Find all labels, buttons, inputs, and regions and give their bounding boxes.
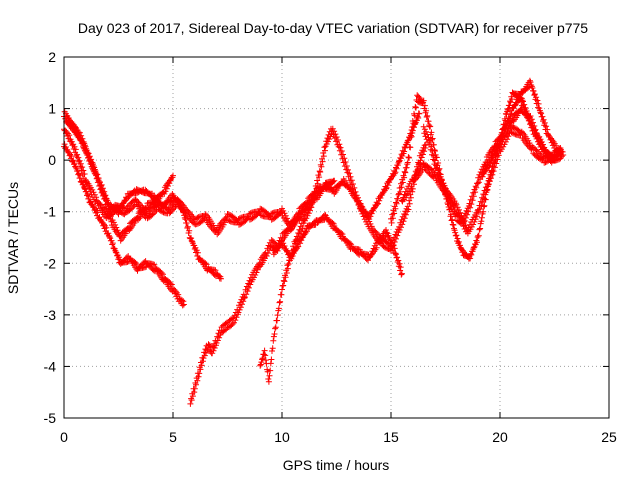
tick-layer: 0 5 10 15 20 25 -5 -4 -3 -2 -1 0 1 2: [44, 49, 617, 445]
data-point-marks: [270, 211, 405, 278]
series-trace-6: [257, 125, 429, 385]
y-axis-label: SDTVAR / TECUs: [5, 182, 21, 294]
x-tick-label: 20: [492, 429, 508, 445]
y-tick-label: -4: [44, 358, 57, 374]
y-tick-label: 1: [48, 101, 56, 117]
y-tick-label: -3: [44, 307, 57, 323]
x-tick-label: 25: [601, 429, 617, 445]
plot-frame: [63, 56, 610, 419]
series-trace-10: [398, 123, 564, 237]
y-tick-label: -2: [44, 255, 57, 271]
data-point-marks: [187, 110, 423, 407]
grid-layer: [64, 57, 609, 418]
x-axis-label: GPS time / hours: [283, 457, 390, 473]
data-point-marks: [257, 125, 429, 385]
y-tick-label: 2: [48, 49, 56, 65]
x-tick-label: 15: [383, 429, 399, 445]
series-trace-5: [187, 110, 423, 407]
data-point-marks: [398, 123, 564, 237]
series-trace-11: [479, 89, 564, 180]
y-tick-label: 0: [48, 152, 56, 168]
y-tick-label: -5: [44, 410, 57, 426]
chart-title: Day 023 of 2017, Sidereal Day-to-day VTE…: [78, 20, 588, 36]
series-trace-7: [270, 211, 405, 278]
data-layer: [61, 77, 567, 407]
x-tick-label: 0: [60, 429, 68, 445]
y-tick-label: -1: [44, 204, 57, 220]
x-tick-label: 10: [274, 429, 290, 445]
data-point-marks: [479, 89, 564, 180]
x-tick-label: 5: [169, 429, 177, 445]
